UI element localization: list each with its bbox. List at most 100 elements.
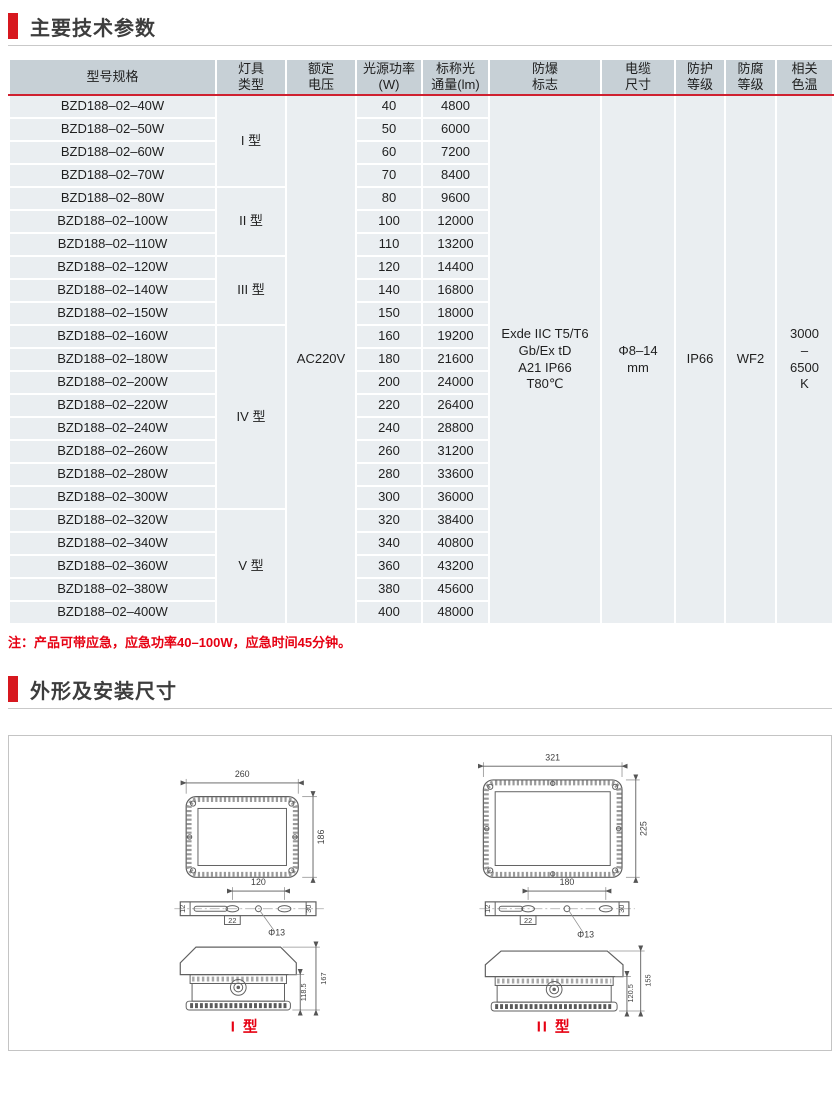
flux-cell: 24000: [421, 370, 490, 395]
dim-width-label: 321: [545, 752, 560, 762]
table-row: BZD188–02–200W 200 24000: [8, 370, 833, 395]
type2-label: II 型: [537, 1018, 572, 1036]
dim-end-left-label: 12: [178, 905, 187, 913]
model-cell: BZD188–02–120W: [8, 255, 217, 280]
column-header: 光源功率 (W): [355, 58, 423, 96]
table-row: BZD188–02–80W II 型 80 9600: [8, 186, 833, 257]
power-cell: 300: [355, 485, 423, 510]
power-cell: 200: [355, 370, 423, 395]
flux-cell: 7200: [421, 140, 490, 165]
dim-side-outer-label: 167: [319, 972, 328, 984]
power-cell: 180: [355, 347, 423, 372]
type2-side-view: 120.5 155: [484, 945, 653, 1017]
model-cell: BZD188–02–70W: [8, 163, 217, 188]
table-row: BZD188–02–60W 60 7200: [8, 140, 833, 165]
type2-bracket-view: 180 22 12 30 Φ13: [479, 877, 635, 939]
flux-cell: 9600: [421, 186, 490, 211]
dim-hole-diameter-label: Φ13: [268, 927, 285, 937]
flux-cell: 14400: [421, 255, 490, 280]
flux-cell: 45600: [421, 577, 490, 602]
type2-dimension-drawing: 321 225 180: [477, 752, 653, 1036]
lamp-type-cell: IV 型: [215, 324, 287, 510]
model-cell: BZD188–02–80W: [8, 186, 217, 211]
column-header: 电缆 尺寸: [600, 58, 676, 96]
model-cell: BZD188–02–200W: [8, 370, 217, 395]
flux-cell: 26400: [421, 393, 490, 418]
power-cell: 80: [355, 186, 423, 211]
column-header: 灯具 类型: [215, 58, 287, 96]
model-cell: BZD188–02–140W: [8, 278, 217, 303]
lamp-type-cell: I 型: [215, 94, 287, 188]
power-cell: 40: [355, 94, 423, 119]
column-header: 防腐 等级: [724, 58, 777, 96]
flux-cell: 38400: [421, 508, 490, 533]
dim-height-label: 225: [639, 821, 649, 836]
flux-cell: 4800: [421, 94, 490, 119]
power-cell: 400: [355, 600, 423, 625]
model-cell: BZD188–02–300W: [8, 485, 217, 510]
flux-cell: 40800: [421, 531, 490, 556]
flux-cell: 8400: [421, 163, 490, 188]
table-row: BZD188–02–120W III 型 120 14400: [8, 255, 833, 326]
tech-params-table: 型号规格 灯具 类型 额定 电压 光源功率 (W) 标称光 通量(lm) 防爆 标志 电缆 …: [8, 58, 834, 625]
section-header-dimensions: 外形及安装尺寸: [8, 676, 832, 703]
table-row: BZD188–02–360W 360 43200: [8, 554, 833, 579]
power-cell: 140: [355, 278, 423, 303]
model-cell: BZD188–02–110W: [8, 232, 217, 257]
column-header: 相关 色温: [775, 58, 834, 96]
table-row: BZD188–02–400W 400 48000: [8, 600, 833, 625]
column-header: 防护 等级: [674, 58, 726, 96]
model-cell: BZD188–02–220W: [8, 393, 217, 418]
type2-top-view: 321 225: [477, 752, 649, 883]
model-cell: BZD188–02–260W: [8, 439, 217, 464]
model-cell: BZD188–02–60W: [8, 140, 217, 165]
type1-dimension-drawing: 260 186 120: [174, 769, 328, 1036]
dim-hole-span-label: 120: [251, 877, 266, 887]
section-title: 外形及安装尺寸: [30, 680, 177, 703]
column-header: 标称光 通量(lm): [421, 58, 490, 96]
model-cell: BZD188–02–340W: [8, 531, 217, 556]
model-cell: BZD188–02–40W: [8, 94, 217, 119]
model-cell: BZD188–02–280W: [8, 462, 217, 487]
table-row: BZD188–02–260W 260 31200: [8, 439, 833, 464]
table-row: BZD188–02–180W 180 21600: [8, 347, 833, 372]
cable-size-cell: Φ8–14 mm: [600, 94, 676, 625]
column-header: 型号规格: [8, 58, 217, 96]
table-row: BZD188–02–280W 280 33600: [8, 462, 833, 487]
dim-end-right-label: 30: [617, 905, 626, 913]
model-cell: BZD188–02–180W: [8, 347, 217, 372]
model-cell: BZD188–02–240W: [8, 416, 217, 441]
flux-cell: 6000: [421, 117, 490, 142]
dim-side-inner-label: 118.5: [299, 983, 308, 1001]
table-row: BZD188–02–380W 380 45600: [8, 577, 833, 602]
dim-end-right-label: 30: [304, 905, 313, 913]
table-row: BZD188–02–220W 220 26400: [8, 393, 833, 418]
power-cell: 260: [355, 439, 423, 464]
cct-cell: 3000 – 6500 K: [775, 94, 834, 625]
table-row: BZD188–02–320W V 型 320 38400: [8, 508, 833, 625]
flux-cell: 21600: [421, 347, 490, 372]
dim-hole-span-label: 180: [560, 877, 575, 887]
flux-cell: 16800: [421, 278, 490, 303]
dim-height-label: 186: [316, 830, 326, 845]
model-cell: BZD188–02–400W: [8, 600, 217, 625]
section-title: 主要技术参数: [30, 17, 156, 40]
dim-width-label: 260: [235, 769, 250, 779]
flux-cell: 18000: [421, 301, 490, 326]
flux-cell: 33600: [421, 462, 490, 487]
model-cell: BZD188–02–50W: [8, 117, 217, 142]
power-cell: 160: [355, 324, 423, 349]
type1-label: I 型: [231, 1018, 260, 1036]
table-header: 型号规格 灯具 类型 额定 电压 光源功率 (W) 标称光 通量(lm) 防爆 标志 电缆 …: [8, 58, 834, 96]
flux-cell: 28800: [421, 416, 490, 441]
anticorrosion-cell: WF2: [724, 94, 777, 625]
power-cell: 60: [355, 140, 423, 165]
power-cell: 220: [355, 393, 423, 418]
lamp-type-cell: II 型: [215, 186, 287, 257]
dim-hole-diameter-label: Φ13: [577, 929, 594, 939]
flux-cell: 43200: [421, 554, 490, 579]
type1-bracket-view: 120 22 12 30 Φ13: [174, 877, 324, 937]
table-row: BZD188–02–300W 300 36000: [8, 485, 833, 510]
dim-tab-label: 22: [228, 916, 236, 925]
red-accent-bar: [8, 676, 18, 702]
